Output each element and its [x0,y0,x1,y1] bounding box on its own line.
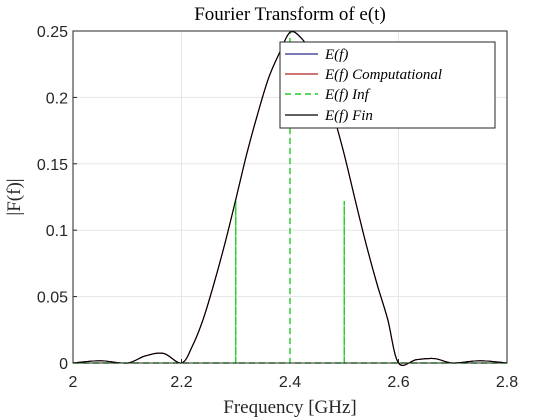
x-axis-label: Frequency [GHz] [223,397,356,418]
x-tick-label: 2 [69,374,78,391]
y-tick-label: 0.05 [37,290,68,307]
legend: E(f) E(f) Computational E(f) Inf E(f) Fin [279,41,496,129]
legend-label: E(f) Fin [324,108,373,124]
chart-title: Fourier Transform of e(t) [194,4,386,25]
legend-label: E(f) Inf [324,87,371,103]
legend-label: E(f) [324,47,348,63]
x-tick-label: 2.6 [387,374,409,391]
x-tick-label: 2.4 [279,374,301,391]
y-tick-label: 0.15 [37,157,68,174]
y-tick-label: 0.25 [37,24,68,41]
y-tick-labels: 0 0.05 0.1 0.15 0.2 0.25 [37,24,68,373]
legend-label: E(f) Computational [324,67,442,83]
series-line-3 [73,31,507,364]
y-axis-label: |F(f)| [4,178,25,215]
x-tick-label: 2.8 [496,374,518,391]
legend-box [279,41,496,129]
x-tick-labels: 2 2.2 2.4 2.6 2.8 [69,374,519,391]
y-tick-label: 0.2 [46,90,68,107]
plot-border [72,30,508,364]
x-tick-label: 2.2 [170,374,192,391]
y-tick-label: 0.1 [46,223,68,240]
y-tick-label: 0 [59,356,68,373]
